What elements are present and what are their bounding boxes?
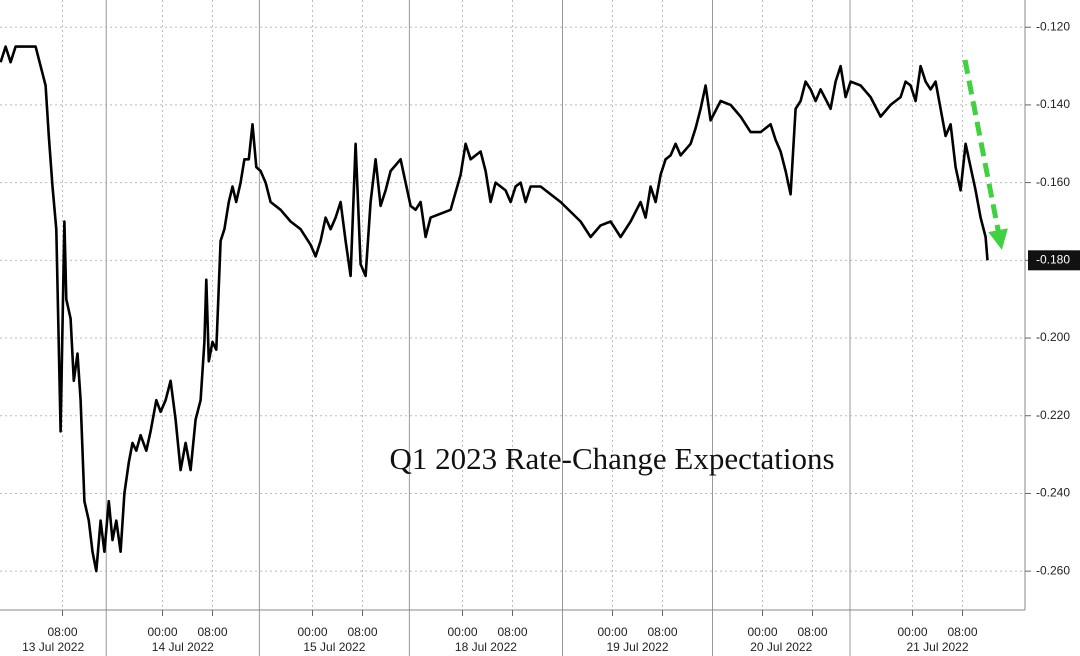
y-tick-label: -0.120 (1036, 19, 1070, 33)
y-tick-label: -0.240 (1036, 486, 1070, 500)
x-tick-label: 08:00 (797, 625, 827, 639)
day-label: 19 Jul 2022 (606, 640, 668, 654)
y-tick-label: -0.160 (1036, 175, 1070, 189)
y-tick-label: -0.220 (1036, 408, 1070, 422)
day-label: 14 Jul 2022 (152, 640, 214, 654)
x-tick-label: 00:00 (747, 625, 777, 639)
day-label: 21 Jul 2022 (906, 640, 968, 654)
y-tick-label: -0.140 (1036, 97, 1070, 111)
x-tick-label: 08:00 (647, 625, 677, 639)
x-tick-label: 00:00 (447, 625, 477, 639)
x-tick-label: 08:00 (47, 625, 77, 639)
x-tick-label: 00:00 (297, 625, 327, 639)
series-line (0, 45, 989, 573)
trend-arrow (962, 59, 1008, 250)
y-tick-label: -0.200 (1036, 330, 1070, 344)
day-label: 13 Jul 2022 (22, 640, 84, 654)
x-tick-label: 00:00 (897, 625, 927, 639)
annotation: Q1 2023 Rate-Change Expectations (389, 441, 834, 476)
x-tick-label: 00:00 (597, 625, 627, 639)
x-tick-label: 08:00 (197, 625, 227, 639)
y-tick-label: -0.260 (1036, 563, 1070, 577)
last-value-label: -0.180 (1036, 252, 1070, 266)
x-tick-label: 08:00 (497, 625, 527, 639)
x-tick-label: 00:00 (147, 625, 177, 639)
day-label: 20 Jul 2022 (750, 640, 812, 654)
x-tick-label: 08:00 (347, 625, 377, 639)
last-value-box (1028, 250, 1080, 271)
day-label: 18 Jul 2022 (455, 640, 517, 654)
x-tick-label: 08:00 (947, 625, 977, 639)
day-label: 15 Jul 2022 (303, 640, 365, 654)
